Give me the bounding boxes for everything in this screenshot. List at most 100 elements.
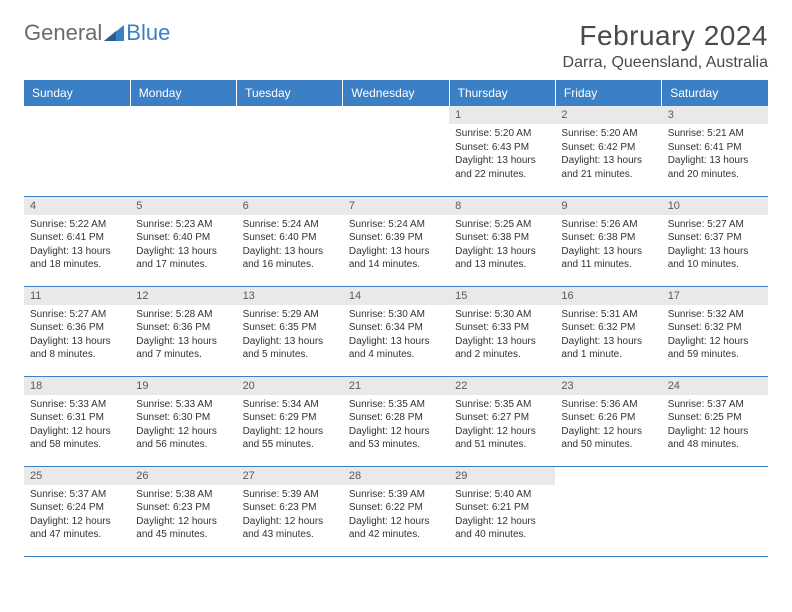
location-subtitle: Darra, Queensland, Australia bbox=[563, 54, 768, 72]
calendar-week-row: 25Sunrise: 5:37 AMSunset: 6:24 PMDayligh… bbox=[24, 466, 768, 556]
day-details: Sunrise: 5:33 AMSunset: 6:31 PMDaylight:… bbox=[24, 395, 130, 456]
day-number: 17 bbox=[662, 287, 768, 305]
calendar-cell: 5Sunrise: 5:23 AMSunset: 6:40 PMDaylight… bbox=[130, 196, 236, 286]
day-details: Sunrise: 5:39 AMSunset: 6:23 PMDaylight:… bbox=[237, 485, 343, 546]
day-details: Sunrise: 5:36 AMSunset: 6:26 PMDaylight:… bbox=[555, 395, 661, 456]
day-details: Sunrise: 5:35 AMSunset: 6:27 PMDaylight:… bbox=[449, 395, 555, 456]
calendar-cell: 15Sunrise: 5:30 AMSunset: 6:33 PMDayligh… bbox=[449, 286, 555, 376]
calendar-cell bbox=[343, 106, 449, 196]
day-number: 20 bbox=[237, 377, 343, 395]
day-details: Sunrise: 5:28 AMSunset: 6:36 PMDaylight:… bbox=[130, 305, 236, 366]
calendar-cell: 14Sunrise: 5:30 AMSunset: 6:34 PMDayligh… bbox=[343, 286, 449, 376]
day-details: Sunrise: 5:37 AMSunset: 6:24 PMDaylight:… bbox=[24, 485, 130, 546]
calendar-cell: 29Sunrise: 5:40 AMSunset: 6:21 PMDayligh… bbox=[449, 466, 555, 556]
day-details: Sunrise: 5:30 AMSunset: 6:34 PMDaylight:… bbox=[343, 305, 449, 366]
calendar-cell: 24Sunrise: 5:37 AMSunset: 6:25 PMDayligh… bbox=[662, 376, 768, 466]
day-number: 10 bbox=[662, 197, 768, 215]
day-details: Sunrise: 5:24 AMSunset: 6:39 PMDaylight:… bbox=[343, 215, 449, 276]
calendar-cell: 26Sunrise: 5:38 AMSunset: 6:23 PMDayligh… bbox=[130, 466, 236, 556]
calendar-cell: 2Sunrise: 5:20 AMSunset: 6:42 PMDaylight… bbox=[555, 106, 661, 196]
header: General Blue February 2024 Darra, Queens… bbox=[24, 20, 768, 72]
calendar-cell bbox=[237, 106, 343, 196]
calendar-cell bbox=[555, 466, 661, 556]
logo-triangle-icon bbox=[104, 25, 124, 41]
day-details: Sunrise: 5:23 AMSunset: 6:40 PMDaylight:… bbox=[130, 215, 236, 276]
calendar-cell: 25Sunrise: 5:37 AMSunset: 6:24 PMDayligh… bbox=[24, 466, 130, 556]
day-details: Sunrise: 5:29 AMSunset: 6:35 PMDaylight:… bbox=[237, 305, 343, 366]
calendar-cell: 13Sunrise: 5:29 AMSunset: 6:35 PMDayligh… bbox=[237, 286, 343, 376]
weekday-header: Thursday bbox=[449, 80, 555, 106]
day-details: Sunrise: 5:31 AMSunset: 6:32 PMDaylight:… bbox=[555, 305, 661, 366]
day-details: Sunrise: 5:37 AMSunset: 6:25 PMDaylight:… bbox=[662, 395, 768, 456]
day-number: 13 bbox=[237, 287, 343, 305]
logo-text-1: General bbox=[24, 20, 102, 46]
logo: General Blue bbox=[24, 20, 170, 46]
calendar-cell: 17Sunrise: 5:32 AMSunset: 6:32 PMDayligh… bbox=[662, 286, 768, 376]
calendar-table: SundayMondayTuesdayWednesdayThursdayFrid… bbox=[24, 80, 768, 557]
calendar-week-row: 11Sunrise: 5:27 AMSunset: 6:36 PMDayligh… bbox=[24, 286, 768, 376]
weekday-header: Monday bbox=[130, 80, 236, 106]
calendar-cell: 23Sunrise: 5:36 AMSunset: 6:26 PMDayligh… bbox=[555, 376, 661, 466]
calendar-cell: 11Sunrise: 5:27 AMSunset: 6:36 PMDayligh… bbox=[24, 286, 130, 376]
day-number: 8 bbox=[449, 197, 555, 215]
day-number: 3 bbox=[662, 106, 768, 124]
day-details: Sunrise: 5:24 AMSunset: 6:40 PMDaylight:… bbox=[237, 215, 343, 276]
day-number: 29 bbox=[449, 467, 555, 485]
calendar-cell: 9Sunrise: 5:26 AMSunset: 6:38 PMDaylight… bbox=[555, 196, 661, 286]
day-number: 4 bbox=[24, 197, 130, 215]
calendar-cell bbox=[130, 106, 236, 196]
day-details: Sunrise: 5:35 AMSunset: 6:28 PMDaylight:… bbox=[343, 395, 449, 456]
calendar-cell: 21Sunrise: 5:35 AMSunset: 6:28 PMDayligh… bbox=[343, 376, 449, 466]
day-number: 22 bbox=[449, 377, 555, 395]
weekday-header: Sunday bbox=[24, 80, 130, 106]
calendar-cell bbox=[662, 466, 768, 556]
day-details: Sunrise: 5:33 AMSunset: 6:30 PMDaylight:… bbox=[130, 395, 236, 456]
day-number: 9 bbox=[555, 197, 661, 215]
calendar-body: 1Sunrise: 5:20 AMSunset: 6:43 PMDaylight… bbox=[24, 106, 768, 556]
calendar-cell: 12Sunrise: 5:28 AMSunset: 6:36 PMDayligh… bbox=[130, 286, 236, 376]
calendar-cell: 22Sunrise: 5:35 AMSunset: 6:27 PMDayligh… bbox=[449, 376, 555, 466]
day-number: 2 bbox=[555, 106, 661, 124]
day-number: 6 bbox=[237, 197, 343, 215]
day-number: 26 bbox=[130, 467, 236, 485]
calendar-cell: 3Sunrise: 5:21 AMSunset: 6:41 PMDaylight… bbox=[662, 106, 768, 196]
calendar-cell: 6Sunrise: 5:24 AMSunset: 6:40 PMDaylight… bbox=[237, 196, 343, 286]
weekday-header: Tuesday bbox=[237, 80, 343, 106]
day-details: Sunrise: 5:27 AMSunset: 6:36 PMDaylight:… bbox=[24, 305, 130, 366]
calendar-cell: 27Sunrise: 5:39 AMSunset: 6:23 PMDayligh… bbox=[237, 466, 343, 556]
day-number: 21 bbox=[343, 377, 449, 395]
calendar-cell: 8Sunrise: 5:25 AMSunset: 6:38 PMDaylight… bbox=[449, 196, 555, 286]
calendar-cell: 28Sunrise: 5:39 AMSunset: 6:22 PMDayligh… bbox=[343, 466, 449, 556]
calendar-week-row: 18Sunrise: 5:33 AMSunset: 6:31 PMDayligh… bbox=[24, 376, 768, 466]
day-details: Sunrise: 5:20 AMSunset: 6:42 PMDaylight:… bbox=[555, 124, 661, 185]
day-number: 23 bbox=[555, 377, 661, 395]
day-number: 5 bbox=[130, 197, 236, 215]
weekday-header: Saturday bbox=[662, 80, 768, 106]
day-number: 11 bbox=[24, 287, 130, 305]
calendar-week-row: 4Sunrise: 5:22 AMSunset: 6:41 PMDaylight… bbox=[24, 196, 768, 286]
page-title: February 2024 bbox=[563, 20, 768, 52]
calendar-cell: 4Sunrise: 5:22 AMSunset: 6:41 PMDaylight… bbox=[24, 196, 130, 286]
day-details: Sunrise: 5:38 AMSunset: 6:23 PMDaylight:… bbox=[130, 485, 236, 546]
day-details: Sunrise: 5:20 AMSunset: 6:43 PMDaylight:… bbox=[449, 124, 555, 185]
day-details: Sunrise: 5:27 AMSunset: 6:37 PMDaylight:… bbox=[662, 215, 768, 276]
day-details: Sunrise: 5:21 AMSunset: 6:41 PMDaylight:… bbox=[662, 124, 768, 185]
day-number: 16 bbox=[555, 287, 661, 305]
day-number: 24 bbox=[662, 377, 768, 395]
day-number: 18 bbox=[24, 377, 130, 395]
weekday-header: Wednesday bbox=[343, 80, 449, 106]
weekday-header: Friday bbox=[555, 80, 661, 106]
calendar-cell bbox=[24, 106, 130, 196]
calendar-cell: 20Sunrise: 5:34 AMSunset: 6:29 PMDayligh… bbox=[237, 376, 343, 466]
day-number: 19 bbox=[130, 377, 236, 395]
day-details: Sunrise: 5:26 AMSunset: 6:38 PMDaylight:… bbox=[555, 215, 661, 276]
calendar-cell: 7Sunrise: 5:24 AMSunset: 6:39 PMDaylight… bbox=[343, 196, 449, 286]
day-number: 1 bbox=[449, 106, 555, 124]
title-block: February 2024 Darra, Queensland, Austral… bbox=[563, 20, 768, 72]
calendar-cell: 1Sunrise: 5:20 AMSunset: 6:43 PMDaylight… bbox=[449, 106, 555, 196]
day-details: Sunrise: 5:25 AMSunset: 6:38 PMDaylight:… bbox=[449, 215, 555, 276]
day-number: 7 bbox=[343, 197, 449, 215]
day-number: 15 bbox=[449, 287, 555, 305]
day-number: 14 bbox=[343, 287, 449, 305]
day-number: 27 bbox=[237, 467, 343, 485]
